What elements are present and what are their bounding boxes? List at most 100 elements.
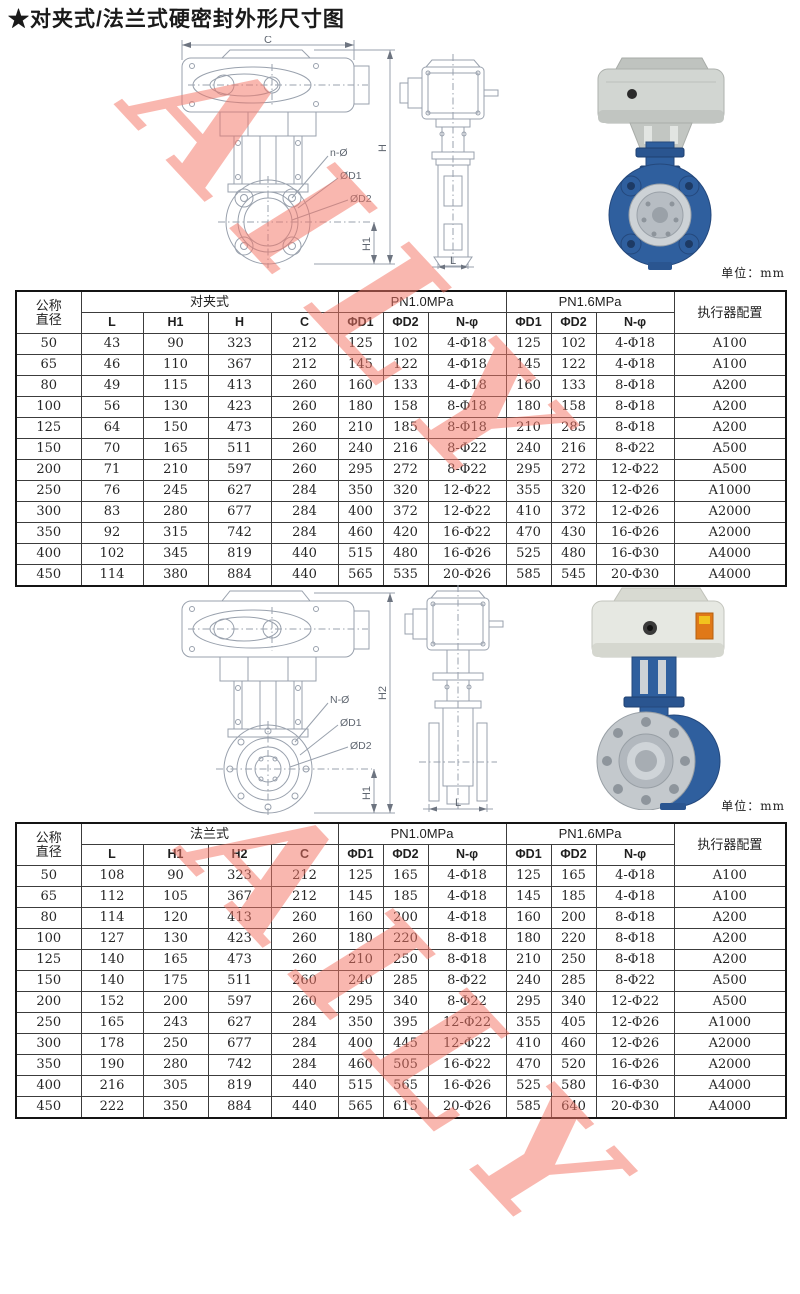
table-cell: 280 — [142, 1054, 209, 1076]
table-cell: 372 — [382, 501, 429, 523]
table-cell: 90 — [142, 333, 209, 355]
wafer-valve-photo — [558, 52, 764, 275]
table-cell: 20-Φ30 — [595, 1096, 675, 1119]
table-cell: 285 — [550, 970, 597, 992]
table-cell: 627 — [207, 1012, 272, 1034]
table-row: 300 178 250 677 284 400 445 12-Φ22 410 460 12-Φ26 A… — [15, 1033, 787, 1055]
table-cell: 260 — [270, 438, 339, 460]
dim-label-l: L — [450, 255, 456, 267]
table-cell: 158 — [550, 396, 597, 418]
col-header-actuator: 执行器配置 — [673, 822, 787, 866]
col-header-pn10-d1: ΦD1 — [337, 312, 384, 334]
table-cell: 56 — [80, 396, 144, 418]
table-cell: 16-Φ30 — [595, 543, 675, 565]
table-cell: 511 — [207, 970, 272, 992]
table-cell: 460 — [337, 1054, 384, 1076]
table-cell: 150 — [15, 970, 82, 992]
table-cell: A200 — [673, 907, 787, 929]
table-cell: 272 — [382, 459, 429, 481]
table-cell: 16-Φ26 — [595, 1054, 675, 1076]
table-cell: 102 — [550, 333, 597, 355]
table-cell: 295 — [505, 991, 552, 1013]
table-cell: 8-Φ22 — [595, 970, 675, 992]
table-cell: 410 — [505, 501, 552, 523]
dim-label-d2: ØD2 — [350, 740, 372, 752]
flange-dimension-table: 公称 直径 法兰式 PN1.0MPa PN1.6MPa 执行器配置 L H1 H2… — [15, 822, 788, 1119]
table-cell: 295 — [337, 459, 384, 481]
table-cell: 160 — [337, 375, 384, 397]
col-header-pn16-n: N-φ — [595, 312, 675, 334]
table-cell: 108 — [80, 865, 144, 887]
table-cell: A500 — [673, 991, 787, 1013]
table-cell: 395 — [382, 1012, 429, 1034]
table-row: 50 108 90 323 212 125 165 4-Φ18 125 165 4-Φ18 A100 — [15, 865, 787, 887]
table-cell: 8-Φ18 — [427, 949, 507, 971]
table-cell: 677 — [207, 501, 272, 523]
table-row: 80 49 115 413 260 160 133 4-Φ18 160 133 8-Φ18 A200 — [15, 375, 787, 397]
table-cell: 285 — [382, 970, 429, 992]
table-cell: 180 — [337, 396, 384, 418]
table-cell: 410 — [505, 1033, 552, 1055]
table-cell: 4-Φ18 — [595, 865, 675, 887]
col-header-h1: H1 — [142, 844, 209, 866]
table-cell: A200 — [673, 949, 787, 971]
col-header-pn10-d2: ΦD2 — [382, 312, 429, 334]
table-cell: A100 — [673, 354, 787, 376]
table-cell: 284 — [270, 1033, 339, 1055]
table-cell: 460 — [550, 1033, 597, 1055]
table-cell: 185 — [382, 417, 429, 439]
table-cell: 315 — [142, 522, 209, 544]
table-cell: A500 — [673, 970, 787, 992]
wafer-front-view-svg: C n-Ø ØD1 ØD2 H H1 — [181, 34, 395, 268]
table-cell: 440 — [270, 543, 339, 565]
col-header-pn16-n: N-φ — [595, 844, 675, 866]
flange-valve-photo — [550, 585, 765, 815]
table-cell: 450 — [15, 1096, 82, 1119]
table-cell: 440 — [270, 1075, 339, 1097]
table-cell: 260 — [270, 970, 339, 992]
table-cell: 505 — [382, 1054, 429, 1076]
table-cell: 125 — [505, 865, 552, 887]
table-cell: 400 — [337, 1033, 384, 1055]
table-cell: 565 — [337, 564, 384, 587]
table-cell: 884 — [207, 564, 272, 587]
table-cell: 473 — [207, 949, 272, 971]
table-cell: 65 — [15, 886, 82, 908]
table-cell: 320 — [550, 480, 597, 502]
table-cell: 470 — [505, 1054, 552, 1076]
table-cell: A4000 — [673, 543, 787, 565]
table-cell: 742 — [207, 1054, 272, 1076]
table-cell: 260 — [270, 396, 339, 418]
table-cell: 12-Φ22 — [427, 1033, 507, 1055]
table-cell: 100 — [15, 396, 82, 418]
flange-valve-photo-svg — [591, 587, 725, 811]
table-cell: 4-Φ18 — [427, 907, 507, 929]
table-cell: A1000 — [673, 1012, 787, 1034]
table-cell: 65 — [15, 354, 82, 376]
table-cell: 185 — [382, 886, 429, 908]
col-header-l: L — [80, 844, 144, 866]
table-cell: 122 — [382, 354, 429, 376]
table-cell: 133 — [382, 375, 429, 397]
table-cell: 450 — [15, 564, 82, 587]
table-cell: 76 — [80, 480, 144, 502]
col-group-pn16: PN1.6MPa — [505, 822, 675, 845]
table-cell: 8-Φ18 — [595, 396, 675, 418]
wafer-dimension-table: 公称 直径 对夹式 PN1.0MPa PN1.6MPa 执行器配置 L H1 H … — [15, 290, 788, 587]
dim-label-d2: ØD2 — [350, 193, 372, 205]
table-cell: 212 — [270, 333, 339, 355]
table-cell: 70 — [80, 438, 144, 460]
table-cell: 350 — [15, 522, 82, 544]
table-cell: 8-Φ18 — [427, 417, 507, 439]
table-cell: 145 — [337, 886, 384, 908]
flange-side-view-svg: L — [404, 585, 504, 812]
table-cell: 350 — [142, 1096, 209, 1119]
col-header-dn: 公称 直径 — [15, 290, 82, 334]
table-cell: 323 — [207, 333, 272, 355]
table-cell: 150 — [15, 438, 82, 460]
dim-label-h: H — [377, 144, 389, 152]
table-cell: 216 — [550, 438, 597, 460]
table-cell: 240 — [337, 970, 384, 992]
col-header-h2: H2 — [207, 844, 272, 866]
table-cell: 125 — [505, 333, 552, 355]
